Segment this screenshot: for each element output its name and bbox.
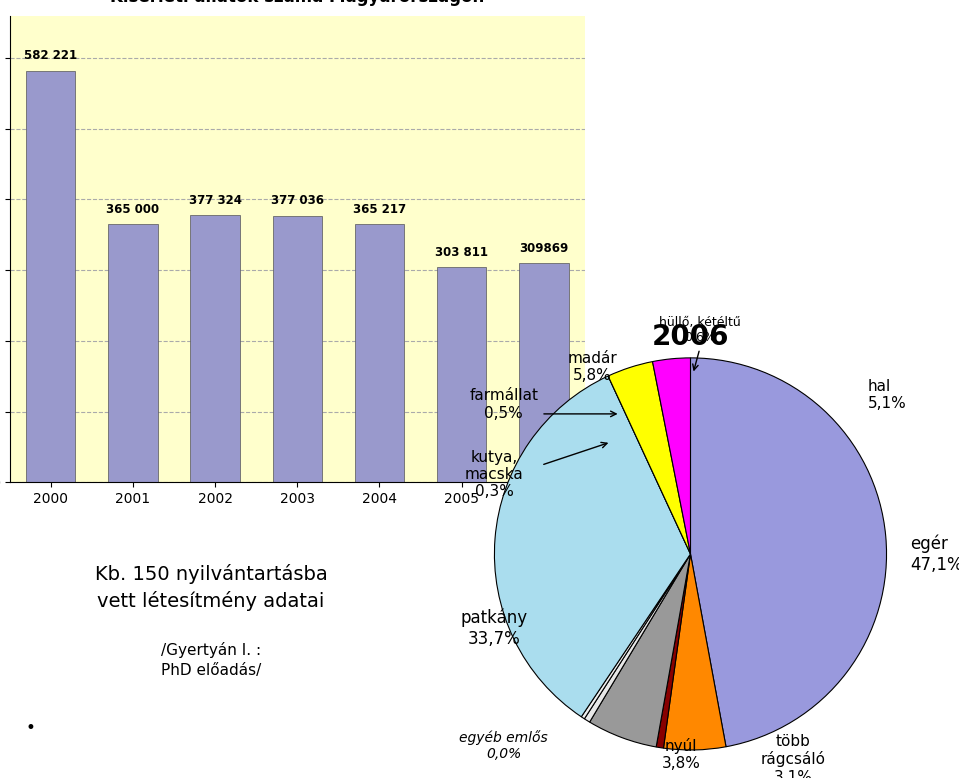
Wedge shape (581, 554, 690, 719)
Wedge shape (590, 554, 690, 747)
Text: patkány
33,7%: patkány 33,7% (461, 609, 528, 648)
Text: 377 036: 377 036 (270, 194, 324, 207)
Text: 2006: 2006 (659, 407, 766, 445)
Text: 365 000: 365 000 (106, 203, 159, 216)
Text: kutya,
macska
0,3%: kutya, macska 0,3% (465, 450, 524, 499)
Wedge shape (690, 358, 886, 747)
Text: hal
5,1%: hal 5,1% (868, 379, 906, 412)
Text: •: • (25, 719, 35, 737)
Text: 377 324: 377 324 (189, 194, 242, 207)
Title: Kísérleti állatok száma Magyarországon: Kísérleti állatok száma Magyarországon (110, 0, 484, 5)
Text: 365 217: 365 217 (353, 202, 406, 216)
Wedge shape (584, 554, 690, 722)
Wedge shape (608, 362, 690, 554)
Text: hüllő, kétéltű
0,6%: hüllő, kétéltű 0,6% (659, 316, 740, 344)
Text: 2006: 2006 (652, 323, 729, 351)
Bar (272, 216, 322, 482)
Bar (191, 216, 240, 482)
Text: 309869: 309869 (519, 242, 569, 254)
Bar (437, 268, 486, 482)
Text: /Gyertyán I. :
PhD előadás/: /Gyertyán I. : PhD előadás/ (161, 643, 261, 678)
Bar (26, 71, 76, 482)
Text: Kb. 150 nyilvántartásba
vett létesítmény adatai: Kb. 150 nyilvántartásba vett létesítmény… (95, 564, 327, 611)
Text: egyéb emlős
0,0%: egyéb emlős 0,0% (459, 730, 549, 761)
Text: több
rágcsáló
3,1%: több rágcsáló 3,1% (760, 734, 826, 778)
Text: madár
5,8%: madár 5,8% (568, 351, 618, 384)
Wedge shape (652, 358, 690, 554)
Wedge shape (664, 554, 726, 750)
Text: egér
47,1%: egér 47,1% (910, 534, 959, 573)
Wedge shape (495, 376, 690, 717)
Bar (108, 224, 157, 482)
Wedge shape (656, 554, 690, 748)
Wedge shape (608, 376, 690, 554)
Text: 582 221: 582 221 (24, 49, 78, 62)
Text: nyúl
3,8%: nyúl 3,8% (662, 738, 701, 771)
Text: farmállat
0,5%: farmállat 0,5% (469, 388, 538, 421)
Bar (519, 263, 569, 482)
Text: 303 811: 303 811 (435, 246, 488, 259)
Bar (355, 224, 404, 482)
